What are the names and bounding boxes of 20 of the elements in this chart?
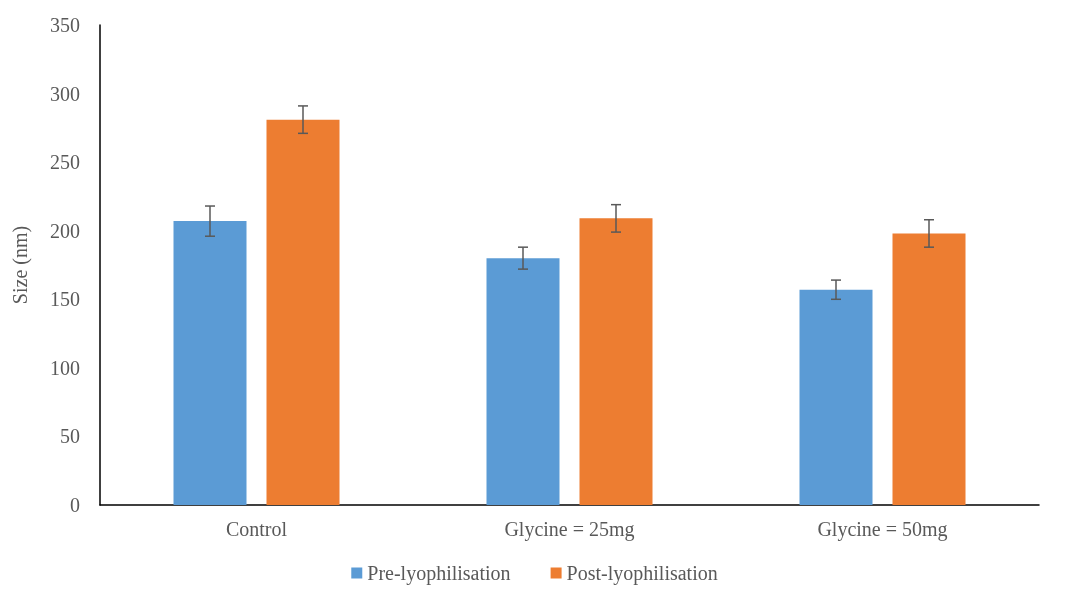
y-tick-label: 200 <box>50 219 80 242</box>
y-tick-label: 50 <box>60 425 80 448</box>
bar <box>173 221 247 505</box>
legend-label: Post-lyophilisation <box>566 562 718 585</box>
bar <box>579 218 653 505</box>
bar <box>266 119 340 505</box>
x-tick-label: Glycine = 25mg <box>504 518 635 541</box>
y-tick-label: 150 <box>50 288 80 311</box>
x-tick-label: Glycine = 50mg <box>817 518 948 541</box>
bar <box>892 233 966 505</box>
y-axis-title: Size (nm) <box>9 225 32 305</box>
bar <box>486 258 560 505</box>
y-tick-label: 100 <box>50 356 80 379</box>
y-tick-label: 0 <box>70 494 80 516</box>
y-tick-label: 350 <box>50 14 80 36</box>
x-tick-label: Control <box>225 518 288 540</box>
y-tick-label: 250 <box>50 151 80 174</box>
y-tick-label: 300 <box>50 82 80 105</box>
legend-label: Pre-lyophilisation <box>367 562 511 585</box>
bar <box>799 289 873 505</box>
